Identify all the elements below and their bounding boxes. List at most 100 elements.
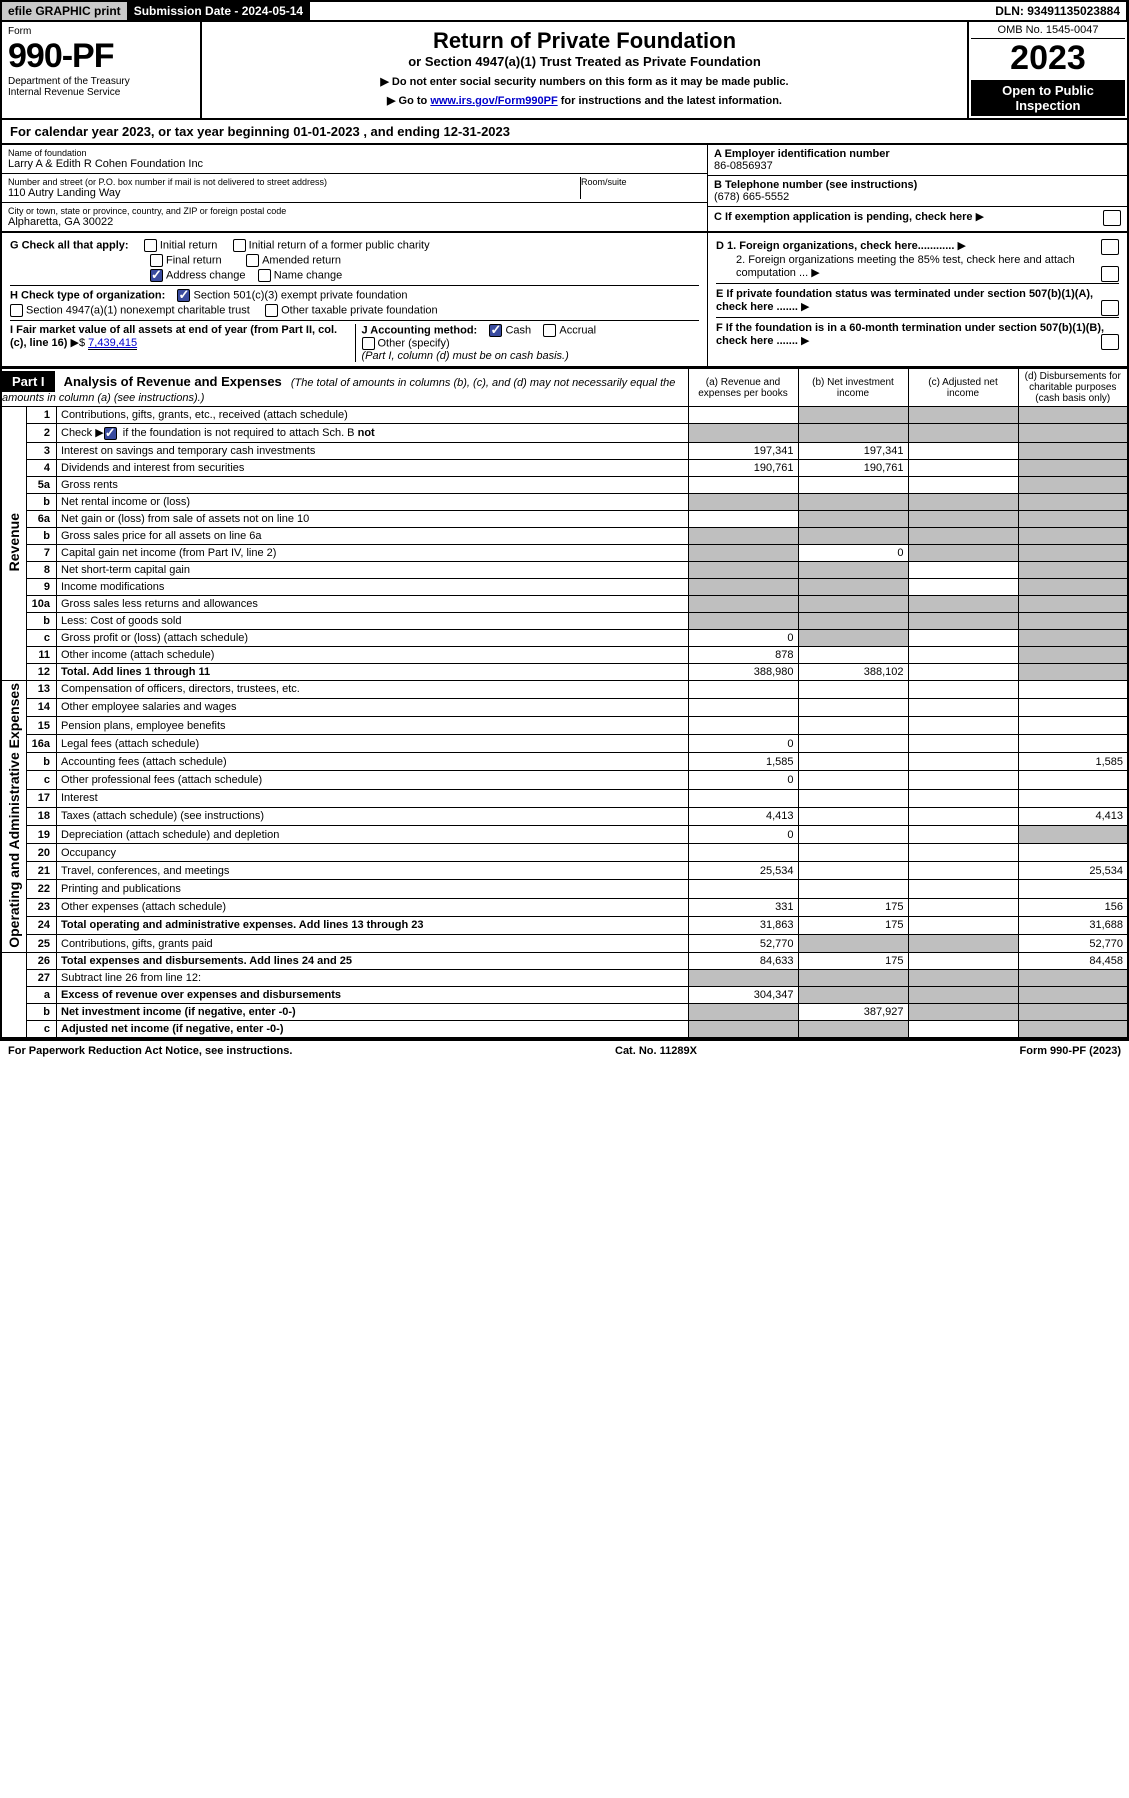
- catalog-number: Cat. No. 11289X: [615, 1045, 697, 1057]
- row-5b: Net rental income or (loss): [57, 493, 689, 510]
- final-return-checkbox[interactable]: [150, 254, 163, 267]
- r27b-col-b: 387,927: [798, 1004, 908, 1021]
- cash-checkbox[interactable]: [489, 324, 502, 337]
- top-bar: efile GRAPHIC print Submission Date - 20…: [0, 0, 1129, 22]
- other-method-checkbox[interactable]: [362, 337, 375, 350]
- e-label: E If private foundation status was termi…: [716, 288, 1093, 313]
- form-year-block: OMB No. 1545-0047 2023 Open to Public In…: [967, 22, 1127, 118]
- revenue-section-label: Revenue: [1, 407, 27, 681]
- form-instruction-1: ▶ Do not enter social security numbers o…: [210, 75, 959, 88]
- form-title: Return of Private Foundation: [210, 28, 959, 54]
- form-instruction-2: ▶ Go to www.irs.gov/Form990PF for instru…: [210, 94, 959, 107]
- foundation-name: Larry A & Edith R Cohen Foundation Inc: [8, 158, 701, 170]
- inst2-post: for instructions and the latest informat…: [561, 95, 782, 107]
- r11-col-a: 878: [688, 646, 798, 663]
- r19-col-a: 0: [688, 825, 798, 843]
- form-title-block: Return of Private Foundation or Section …: [202, 22, 967, 118]
- r21-col-a: 25,534: [688, 862, 798, 880]
- sec4947-label: Section 4947(a)(1) nonexempt charitable …: [26, 304, 250, 316]
- r7-col-b: 0: [798, 544, 908, 561]
- g-label: G Check all that apply:: [10, 239, 129, 251]
- fmv-value[interactable]: 7,439,415: [88, 337, 137, 350]
- e-checkbox[interactable]: [1101, 300, 1119, 316]
- efile-print-button[interactable]: efile GRAPHIC print: [2, 2, 128, 20]
- row-6b: Gross sales price for all assets on line…: [57, 527, 689, 544]
- exemption-checkbox[interactable]: [1103, 210, 1121, 226]
- d1-checkbox[interactable]: [1101, 239, 1119, 255]
- i-arrow: ▶$: [71, 337, 86, 349]
- addr-label: Number and street (or P.O. box number if…: [8, 177, 580, 187]
- row-1: Contributions, gifts, grants, etc., rece…: [57, 407, 689, 424]
- row-18: Taxes (attach schedule) (see instruction…: [57, 807, 689, 825]
- row-23: Other expenses (attach schedule): [57, 898, 689, 916]
- col-d-header: (d) Disbursements for charitable purpose…: [1018, 369, 1128, 407]
- paperwork-notice: For Paperwork Reduction Act Notice, see …: [8, 1045, 292, 1057]
- sec501-checkbox[interactable]: [177, 289, 190, 302]
- row-3: Interest on savings and temporary cash i…: [57, 442, 689, 459]
- submission-date: Submission Date - 2024-05-14: [128, 2, 310, 20]
- form-id-block: Form 990-PF Department of the Treasury I…: [2, 22, 202, 118]
- row-16c: Other professional fees (attach schedule…: [57, 771, 689, 789]
- city-state-zip: Alpharetta, GA 30022: [8, 216, 701, 228]
- row-24: Total operating and administrative expen…: [57, 916, 689, 934]
- name-change-checkbox[interactable]: [258, 269, 271, 282]
- f-checkbox[interactable]: [1101, 334, 1119, 350]
- schb-checkbox[interactable]: [104, 427, 117, 440]
- row-9: Income modifications: [57, 578, 689, 595]
- amended-return-checkbox[interactable]: [246, 254, 259, 267]
- initial-return-checkbox[interactable]: [144, 239, 157, 252]
- open-public-badge: Open to Public Inspection: [971, 80, 1125, 116]
- dln-number: DLN: 93491135023884: [989, 2, 1127, 20]
- row-14: Other employee salaries and wages: [57, 698, 689, 716]
- row-15: Pension plans, employee benefits: [57, 716, 689, 734]
- row-17: Interest: [57, 789, 689, 807]
- r23-col-a: 331: [688, 898, 798, 916]
- form-subtitle: or Section 4947(a)(1) Trust Treated as P…: [210, 54, 959, 69]
- j-note: (Part I, column (d) must be on cash basi…: [362, 350, 569, 362]
- j-label: J Accounting method:: [362, 324, 478, 336]
- r3-col-a: 197,341: [688, 442, 798, 459]
- r16b-col-a: 1,585: [688, 753, 798, 771]
- row-25: Contributions, gifts, grants paid: [57, 935, 689, 953]
- city-label: City or town, state or province, country…: [8, 206, 701, 216]
- r3-col-b: 197,341: [798, 442, 908, 459]
- expenses-section-label: Operating and Administrative Expenses: [1, 680, 27, 953]
- row-2: Check ▶ if the foundation is not require…: [57, 424, 689, 443]
- r25-col-a: 52,770: [688, 935, 798, 953]
- row-19: Depreciation (attach schedule) and deple…: [57, 825, 689, 843]
- r10c-col-a: 0: [688, 629, 798, 646]
- form-footer-label: Form 990-PF (2023): [1020, 1045, 1121, 1057]
- f-label: F If the foundation is in a 60-month ter…: [716, 322, 1104, 347]
- r18-col-a: 4,413: [688, 807, 798, 825]
- initial-former-checkbox[interactable]: [233, 239, 246, 252]
- row-12: Total. Add lines 1 through 11: [57, 663, 689, 680]
- form-number: 990-PF: [8, 37, 194, 76]
- row-10b: Less: Cost of goods sold: [57, 612, 689, 629]
- other-taxable-checkbox[interactable]: [265, 304, 278, 317]
- row-7: Capital gain net income (from Part IV, l…: [57, 544, 689, 561]
- sec501-label: Section 501(c)(3) exempt private foundat…: [193, 289, 407, 301]
- col-a-header: (a) Revenue and expenses per books: [688, 369, 798, 407]
- row-22: Printing and publications: [57, 880, 689, 898]
- row-13: Compensation of officers, directors, tru…: [57, 680, 689, 698]
- r26-col-a: 84,633: [688, 953, 798, 970]
- address-change-checkbox[interactable]: [150, 269, 163, 282]
- r4-col-b: 190,761: [798, 459, 908, 476]
- checks-section: G Check all that apply: Initial return I…: [0, 233, 1129, 368]
- phone-label: B Telephone number (see instructions): [714, 179, 1121, 191]
- accrual-checkbox[interactable]: [543, 324, 556, 337]
- row-6a: Net gain or (loss) from sale of assets n…: [57, 510, 689, 527]
- d2-checkbox[interactable]: [1101, 266, 1119, 282]
- form-header: Form 990-PF Department of the Treasury I…: [0, 22, 1129, 120]
- form-word: Form: [8, 26, 194, 37]
- street-address: 110 Autry Landing Way: [8, 187, 580, 199]
- r24-col-d: 31,688: [1018, 916, 1128, 934]
- sec4947-checkbox[interactable]: [10, 304, 23, 317]
- address-change-label: Address change: [166, 269, 246, 281]
- h-label: H Check type of organization:: [10, 289, 165, 301]
- row-27a: Excess of revenue over expenses and disb…: [57, 987, 689, 1004]
- form990pf-link[interactable]: www.irs.gov/Form990PF: [430, 95, 557, 107]
- d1-label: D 1. Foreign organizations, check here..…: [716, 240, 954, 252]
- r26-col-b: 175: [798, 953, 908, 970]
- tax-year: 2023: [971, 39, 1125, 78]
